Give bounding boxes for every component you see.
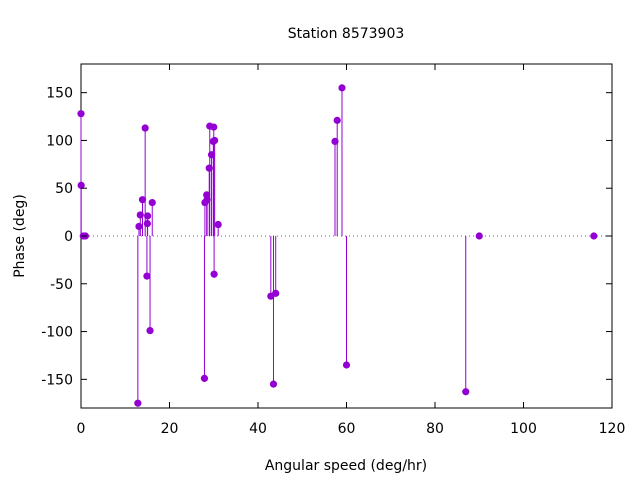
data-point bbox=[333, 116, 341, 124]
y-tick-label: 50 bbox=[55, 181, 73, 197]
y-tick-label: 0 bbox=[64, 229, 73, 245]
x-axis-label: Angular speed (deg/hr) bbox=[265, 458, 427, 474]
data-point bbox=[475, 232, 483, 240]
data-point bbox=[269, 380, 278, 388]
y-tick-label: -150 bbox=[41, 372, 73, 388]
data-point bbox=[331, 137, 339, 145]
data-point bbox=[210, 270, 218, 278]
y-tick-label: -100 bbox=[41, 325, 73, 341]
x-axis-ticks: 0 20 40 60 80 100 120 bbox=[77, 64, 626, 437]
x-tick-label: 120 bbox=[599, 421, 626, 437]
data-point bbox=[143, 212, 152, 220]
data-point bbox=[205, 164, 213, 172]
data-point bbox=[143, 219, 151, 228]
data-point bbox=[200, 374, 209, 382]
data-point bbox=[146, 327, 154, 335]
data-point bbox=[210, 123, 218, 131]
x-tick-label: 60 bbox=[338, 421, 356, 437]
data-point bbox=[214, 220, 222, 229]
data-point bbox=[138, 196, 147, 204]
y-axis-ticks: -150 -100 -50 0 50 100 150 bbox=[41, 86, 612, 388]
chart-title: Station 8573903 bbox=[288, 26, 405, 42]
data-point bbox=[77, 110, 85, 118]
y-axis-label: Phase (deg) bbox=[12, 194, 28, 278]
data-point bbox=[207, 151, 216, 159]
impulse-series bbox=[80, 87, 467, 404]
y-tick-label: 150 bbox=[46, 86, 73, 102]
data-point bbox=[134, 399, 142, 407]
data-point bbox=[272, 289, 280, 297]
x-tick-label: 100 bbox=[510, 421, 537, 437]
data-point bbox=[338, 84, 346, 92]
data-point bbox=[211, 136, 219, 145]
data-point bbox=[148, 198, 156, 207]
data-point bbox=[77, 181, 85, 189]
data-point bbox=[590, 232, 598, 240]
data-point bbox=[203, 196, 211, 204]
x-tick-label: 0 bbox=[77, 421, 86, 437]
data-point bbox=[342, 361, 351, 369]
data-point bbox=[136, 211, 144, 219]
x-tick-label: 20 bbox=[161, 421, 179, 437]
y-tick-label: -50 bbox=[50, 277, 73, 293]
x-tick-label: 80 bbox=[426, 421, 444, 437]
data-point bbox=[141, 124, 149, 132]
y-tick-label: 100 bbox=[46, 133, 73, 149]
data-point bbox=[462, 388, 470, 396]
data-point bbox=[135, 222, 143, 231]
data-point bbox=[143, 272, 151, 280]
x-tick-label: 40 bbox=[249, 421, 267, 437]
